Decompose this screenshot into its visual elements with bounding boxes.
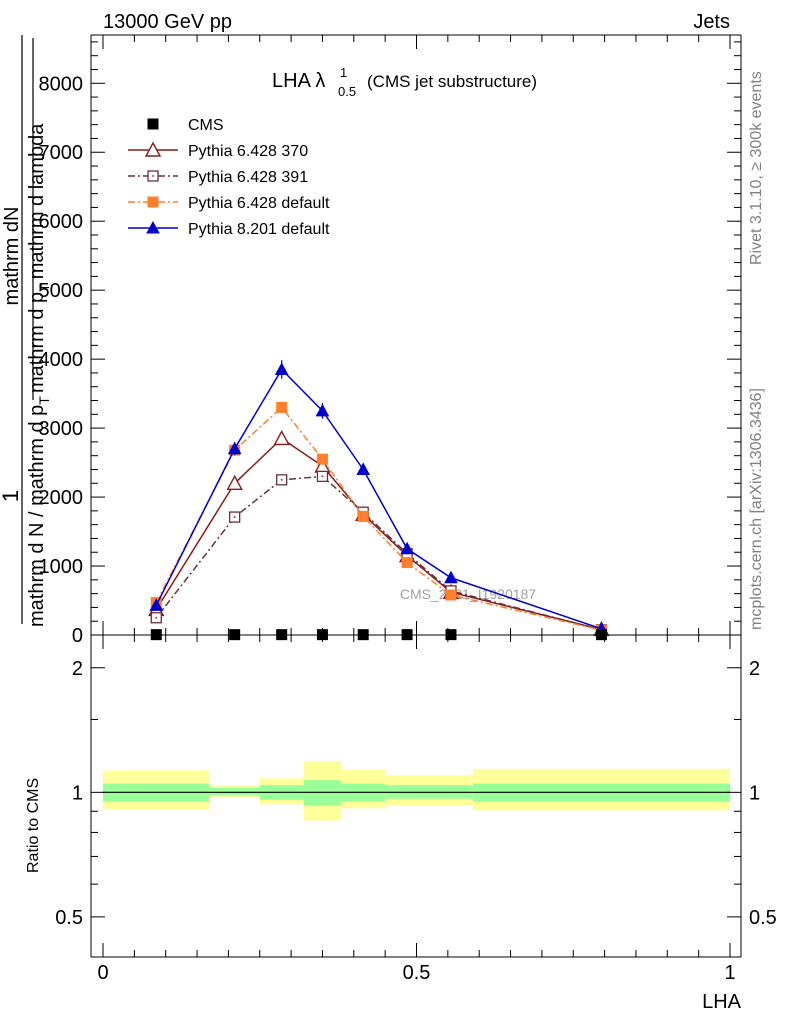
data-point — [149, 598, 164, 611]
series-line — [155, 475, 602, 631]
x-tick-label: 1 — [724, 962, 735, 984]
data-point — [357, 510, 369, 522]
plot-title-main: LHA λ — [272, 70, 325, 92]
mcplots-label: mcplots.cern.ch [arXiv:1306.3436] — [748, 388, 765, 630]
legend-entry: CMS — [147, 117, 224, 134]
ratio-inner-band — [209, 787, 260, 796]
legend: CMS Pythia 6.428 370 Pythia 6.428 391 Pythi… — [128, 117, 330, 238]
ylabel-num-den-sub: T — [36, 283, 52, 292]
main-y-axis: 0 1000 2000 3000 4000 5000 6000 7000 8000 — [39, 41, 741, 647]
y-tick-label: 6000 — [39, 211, 84, 233]
legend-marker — [147, 118, 159, 130]
ylabel-num-den-tail: mathrm d lambda — [26, 123, 48, 279]
data-point-dot — [155, 616, 158, 619]
ratio-bands — [103, 761, 730, 821]
x-tick-label: 0.5 — [403, 962, 431, 984]
legend-entry: Pythia 8.201 default — [128, 220, 330, 238]
legend-marker — [147, 196, 159, 208]
plot-title-subscript: 0.5 — [338, 84, 356, 99]
data-point — [315, 403, 330, 417]
ratio-y-tick-label-left: 1 — [72, 782, 83, 804]
legend-label: Pythia 6.428 391 — [188, 169, 308, 186]
series-pythia-6-428-default — [150, 401, 607, 636]
legend-label: Pythia 6.428 370 — [188, 143, 308, 160]
legend-marker — [146, 220, 160, 234]
data-point — [227, 441, 242, 455]
series-layer — [148, 360, 610, 641]
ratio-y-tick-label-right: 2 — [749, 658, 760, 680]
rivet-version-label: Rivet 3.1.10, ≥ 300k events — [748, 71, 765, 265]
legend-label: Pythia 6.428 default — [188, 195, 330, 212]
series-pythia-8-201-default — [149, 360, 609, 635]
y-tick-label: 8000 — [39, 73, 84, 95]
data-point — [274, 362, 289, 375]
ratio-x-axis: 0 0.5 1 — [97, 635, 736, 984]
data-point-dot — [321, 475, 324, 478]
data-point — [273, 429, 290, 446]
y-tick-label: 2000 — [39, 487, 84, 509]
ratio-y-tick-label-right: 0.5 — [749, 907, 777, 929]
main-y-axis-label: 1 mathrm d N / mathrm d pT mathrm dN mat… — [0, 35, 52, 627]
data-point — [401, 557, 413, 569]
plot-title: LHA λ 1 0.5 (CMS jet substructure) — [272, 65, 537, 99]
legend-marker-dot — [152, 175, 154, 177]
legend-label: CMS — [188, 117, 224, 134]
legend-entry: Pythia 6.428 370 — [128, 141, 308, 160]
ylabel-one: 1 — [0, 490, 23, 502]
data-point — [445, 589, 457, 601]
y-tick-label: 1000 — [39, 556, 84, 578]
x-tick-label: 0 — [97, 962, 108, 984]
data-point — [444, 570, 458, 584]
ylabel-num-den-text: mathrm d p — [26, 292, 48, 393]
series-pythia-6-428-391 — [150, 470, 608, 636]
data-point — [276, 401, 288, 413]
data-point-dot — [280, 479, 283, 481]
series-line — [155, 406, 602, 631]
series-line — [155, 368, 602, 630]
y-tick-label: 0 — [72, 625, 83, 647]
header-left: 13000 GeV pp — [103, 11, 232, 33]
ylabel-denominator: mathrm d N / mathrm d pT — [26, 396, 52, 627]
y-tick-label: 4000 — [39, 349, 84, 371]
data-point — [316, 453, 328, 465]
data-point — [226, 474, 243, 490]
y-tick-label: 3000 — [39, 418, 84, 440]
main-plot-panel: 0 1000 2000 3000 4000 5000 6000 7000 8000 CMS_20… — [39, 34, 742, 647]
ylabel-den-sub: T — [36, 396, 52, 405]
ratio-y-tick-label-left: 2 — [72, 658, 83, 680]
legend-entry: Pythia 6.428 default — [128, 195, 330, 212]
ylabel-numerator: mathrm dN — [1, 207, 23, 306]
ratio-plot-panel: 0.5 0.51 12 2 0 0.5 1 Ratio to CMS LHA — [25, 634, 777, 1013]
analysis-watermark: CMS_2021_I1920187 — [400, 586, 536, 602]
ylabel-inner-denominator: mathrm d pTmathrm d lambda — [26, 123, 52, 393]
ratio-y-axis-label: Ratio to CMS — [25, 778, 42, 873]
plot-title-superscript: 1 — [340, 65, 347, 80]
header-right: Jets — [693, 11, 730, 33]
x-axis-label: LHA — [702, 991, 742, 1013]
ratio-y-tick-label-left: 0.5 — [55, 907, 83, 929]
y-tick-label: 5000 — [39, 280, 84, 302]
legend-entry: Pythia 6.428 391 — [128, 169, 308, 186]
series-line — [155, 437, 602, 631]
ratio-y-axis: 0.5 0.5 1 1 2 2 — [55, 658, 777, 929]
legend-label: Pythia 8.201 default — [188, 221, 330, 238]
legend-marker — [144, 141, 162, 157]
data-point-dot — [233, 516, 236, 518]
y-tick-label: 7000 — [39, 142, 84, 164]
ratio-y-tick-label-right: 1 — [749, 782, 760, 804]
ylabel-den-text: mathrm d N / mathrm d p — [26, 405, 48, 627]
data-point — [400, 541, 414, 555]
plot-title-suffix: (CMS jet substructure) — [367, 72, 537, 91]
data-point — [356, 462, 371, 475]
